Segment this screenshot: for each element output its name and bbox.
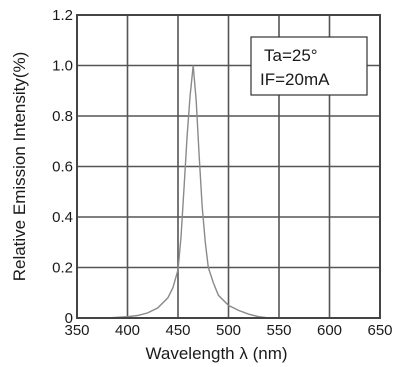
x-tick-label: 450 [165, 322, 190, 339]
x-axis-label: Wavelength λ (nm) [145, 344, 287, 363]
y-tick-label: 0 [65, 310, 73, 327]
x-tick-label: 650 [367, 322, 392, 339]
y-tick-label: 0.2 [52, 260, 73, 277]
emission-curve [87, 65, 300, 319]
temperature-annotation: Ta=25° [264, 46, 318, 65]
x-tick-label: 550 [266, 322, 291, 339]
x-tick-label: 350 [64, 322, 89, 339]
y-tick-label: 0.6 [52, 159, 73, 176]
y-tick-label: 0.4 [52, 209, 73, 226]
y-tick-labels: 0 0.2 0.4 0.6 0.8 1.0 1.2 [52, 7, 73, 327]
y-tick-label: 1.0 [52, 58, 73, 75]
x-tick-label: 400 [115, 322, 140, 339]
x-tick-label: 500 [216, 322, 241, 339]
plot-frame [76, 14, 381, 319]
x-tick-label: 600 [317, 322, 342, 339]
current-annotation: IF=20mA [260, 70, 330, 89]
y-tick-label: 1.2 [52, 7, 73, 24]
y-axis-label: Relative Emission Intensity(%) [10, 52, 29, 282]
y-tick-label: 0.8 [52, 108, 73, 125]
conditions-box [250, 36, 368, 96]
x-tick-labels: 350 400 450 500 550 600 650 [64, 322, 392, 339]
